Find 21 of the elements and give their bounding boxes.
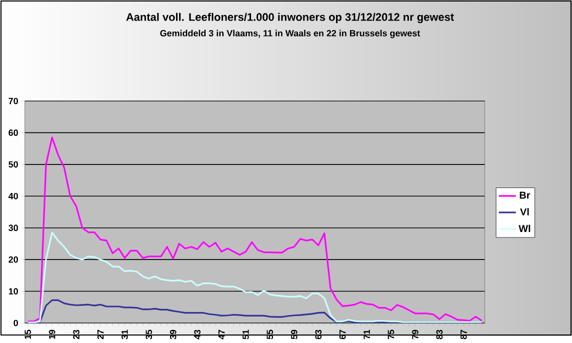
y-tick-label: 50: [8, 161, 18, 168]
x-tick-label: 43: [194, 330, 200, 340]
chart-subtitle: Gemiddeld 3 in Vlaams, 11 in Waals en 22 in Brussels gewest: [160, 30, 420, 38]
x-tick-label: 15: [24, 330, 31, 340]
y-tick-label: 60: [8, 130, 18, 136]
legend-label: Vl: [520, 208, 529, 216]
x-tick-label: 23: [73, 330, 80, 340]
chart-title: Aantal voll. Leefloners/1.000 inwoners op 31/12/2012 nr gewest: [126, 12, 454, 24]
y-tick-label: 40: [8, 193, 18, 200]
legend-label: Br: [520, 192, 530, 199]
y-tick-label: 20: [8, 256, 18, 263]
y-tick-label: 10: [8, 288, 18, 295]
legend-label: Wl: [518, 224, 530, 232]
y-tick-label: 70: [8, 98, 18, 104]
y-tick-label: 30: [8, 224, 18, 232]
x-tick-label: 47: [218, 330, 225, 340]
x-tick-label: 75: [388, 330, 394, 340]
y-tick-label: 0: [14, 320, 18, 326]
x-tick-label: 79: [412, 330, 418, 340]
x-tick-label: 71: [364, 330, 370, 340]
x-tick-label: 19: [48, 330, 56, 340]
